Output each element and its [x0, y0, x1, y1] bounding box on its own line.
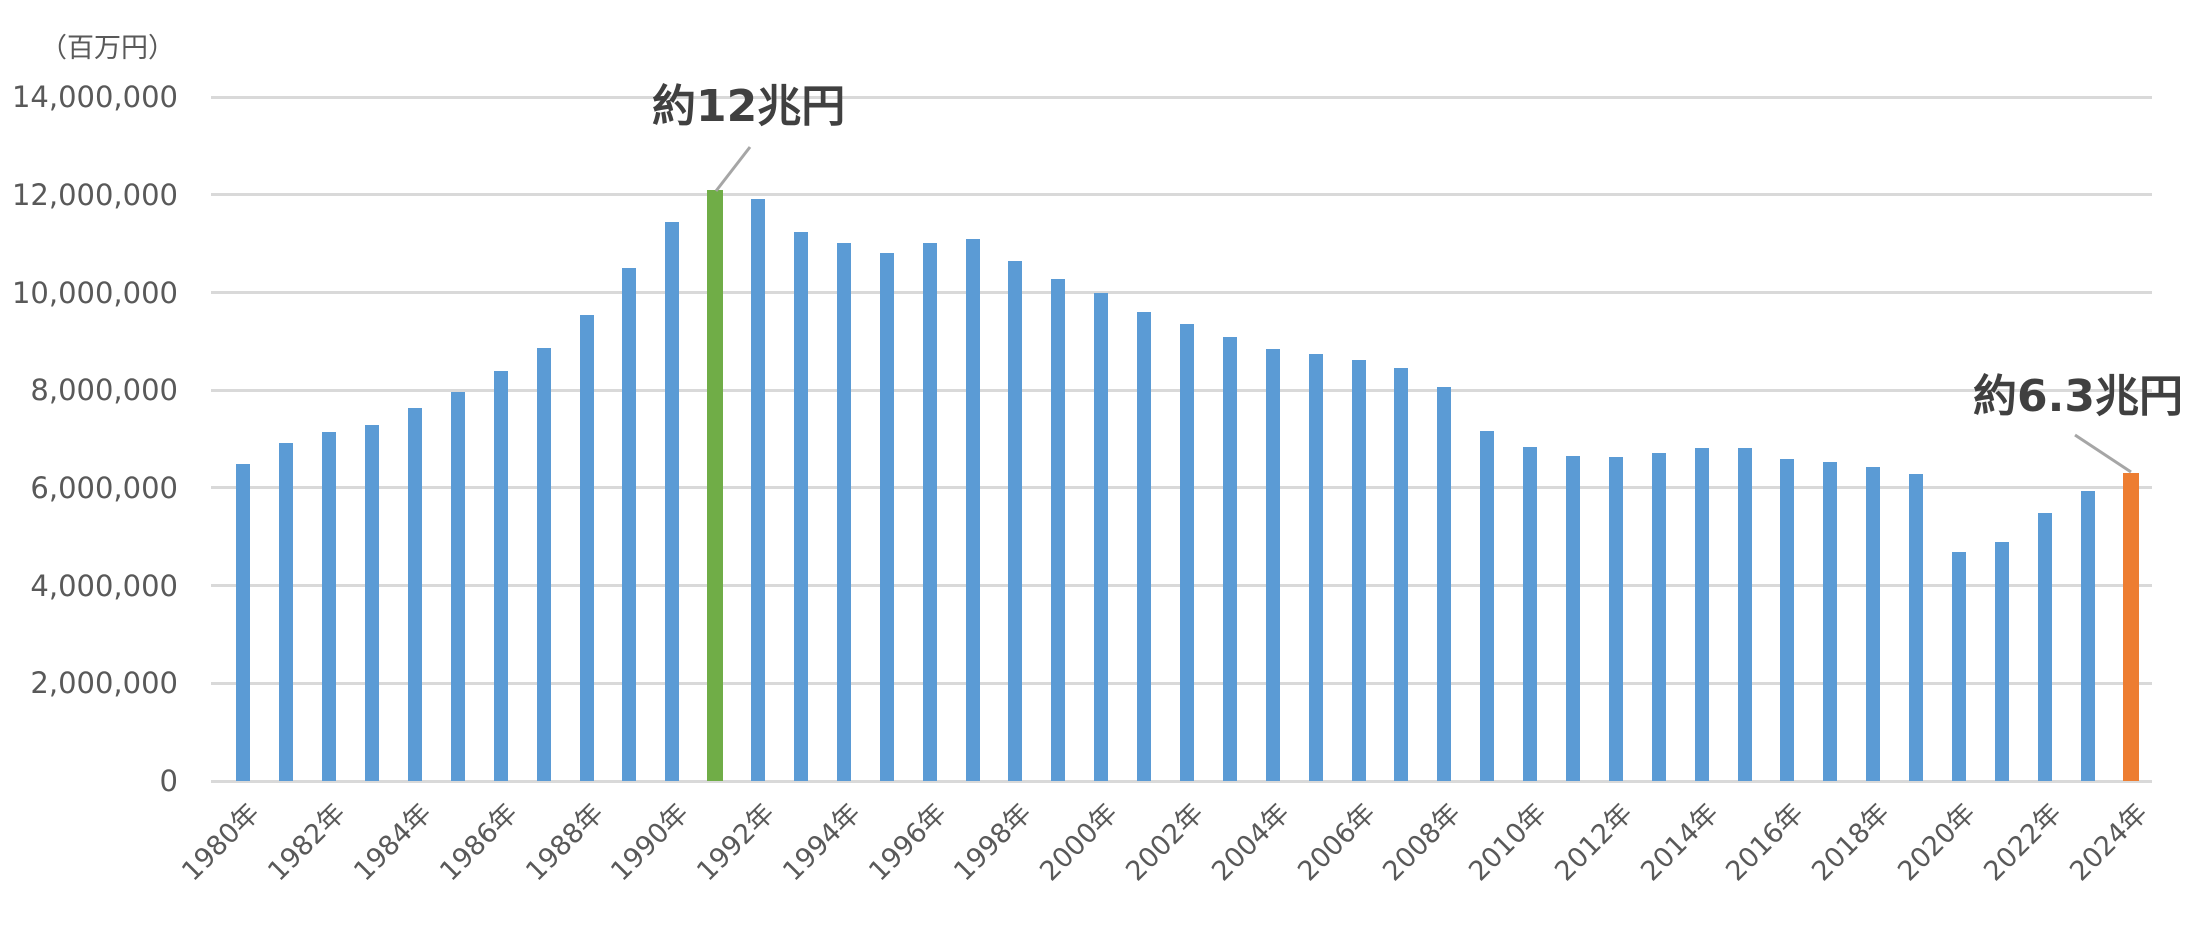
bar-2002: [1180, 323, 1194, 781]
bar-1984: [408, 408, 422, 781]
bar-2011: [1566, 456, 1580, 781]
y-tick-label: 14,000,000: [11, 80, 178, 115]
bar-2008: [1437, 386, 1452, 781]
bar-1999: [1051, 279, 1066, 781]
y-tick-label: 2,000,000: [30, 666, 178, 701]
y-tick-label: 0: [159, 764, 178, 798]
bar-2010: [1523, 446, 1538, 781]
bar-2000: [1094, 292, 1109, 781]
bar-2020: [1952, 551, 1966, 781]
peak-annotation: 約12兆円: [652, 81, 846, 132]
bar-1993: [794, 231, 808, 781]
bar-2009: [1480, 431, 1495, 781]
bar-2014: [1694, 447, 1709, 781]
bar-1982: [322, 432, 337, 781]
bar-2004: [1265, 349, 1280, 781]
y-tick-label: 12,000,000: [11, 177, 178, 212]
y-tick-label: 8,000,000: [30, 373, 178, 408]
gridline: [211, 291, 2152, 294]
bar-1987: [536, 348, 551, 781]
bar-1980: [236, 463, 251, 781]
bar-2007: [1394, 368, 1409, 781]
bar-2024: [2122, 472, 2139, 781]
y-tick-label: 6,000,000: [30, 470, 178, 505]
bar-2012: [1608, 457, 1623, 781]
y-tick-label: 4,000,000: [30, 568, 178, 603]
bar-1990: [665, 222, 680, 781]
bar-2015: [1737, 447, 1752, 781]
bar-1989: [622, 268, 637, 781]
bar-1985: [450, 392, 465, 781]
bar-2021: [1994, 542, 2009, 781]
gridline: [211, 779, 2152, 783]
bar-1996: [922, 243, 937, 781]
bar-2017: [1823, 462, 1838, 781]
bar-2006: [1351, 359, 1366, 781]
latest-leader-line: [2074, 433, 2132, 474]
latest-annotation: 約6.3兆円: [1973, 371, 2183, 422]
y-axis-unit-label: （百万円）: [40, 33, 175, 64]
y-tick-label: 10,000,000: [11, 275, 178, 310]
bar-2023: [2080, 490, 2095, 781]
bar-1995: [879, 252, 894, 781]
bar-1997: [965, 239, 980, 781]
bar-1986: [493, 371, 508, 781]
bar-1988: [579, 314, 594, 781]
bar-2005: [1308, 354, 1323, 781]
bar-2003: [1222, 336, 1237, 781]
gridline: [211, 193, 2152, 197]
bar-1983: [365, 425, 380, 781]
bar-1991: [707, 190, 724, 781]
bar-1998: [1008, 261, 1023, 781]
gridline: [211, 95, 2152, 99]
bar-1981: [279, 442, 294, 781]
bar-1992: [751, 199, 766, 781]
bar-2019: [1909, 474, 1924, 781]
bar-2016: [1780, 459, 1795, 781]
bar-2018: [1866, 466, 1881, 781]
bar-2013: [1651, 453, 1666, 781]
bar-2022: [2037, 512, 2052, 781]
bar-2001: [1137, 312, 1152, 781]
bar-1994: [836, 243, 851, 781]
peak-leader-line: [714, 146, 752, 192]
